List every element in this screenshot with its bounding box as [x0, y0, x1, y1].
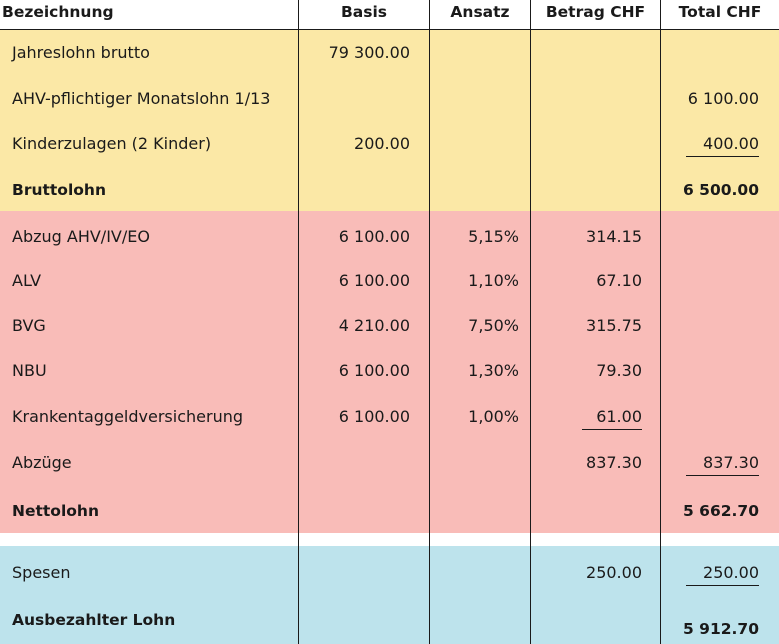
header-betrag: Betrag CHF [545, 3, 646, 21]
header-bezeichnung: Bezeichnung [2, 3, 114, 21]
row-betrag: 79.30 [596, 361, 642, 380]
row-basis: 6 100.00 [338, 271, 410, 290]
row-total: 400.00 [703, 134, 759, 153]
payout-section [0, 546, 779, 644]
row-basis: 6 100.00 [338, 227, 410, 246]
subtotal-underline [686, 585, 759, 586]
row-betrag: 250.00 [586, 563, 642, 582]
column-divider-ansatz [429, 0, 430, 644]
row-ansatz: 1,10% [468, 271, 519, 290]
section-gap [0, 533, 779, 546]
row-total: 250.00 [703, 563, 759, 582]
row-ansatz: 5,15% [468, 227, 519, 246]
row-basis: 4 210.00 [338, 316, 410, 335]
row-ansatz: 1,00% [468, 407, 519, 426]
header-ansatz: Ansatz [450, 3, 510, 21]
row-total: 837.30 [703, 453, 759, 472]
row-label: Spesen [12, 563, 71, 582]
row-label: Jahreslohn brutto [12, 43, 150, 62]
row-label: Krankentaggeldversicherung [12, 407, 243, 426]
row-betrag: 61.00 [596, 407, 642, 426]
row-total-bold: 6 500.00 [683, 181, 759, 199]
row-ansatz: 7,50% [468, 316, 519, 335]
column-divider-total [660, 0, 661, 644]
row-label: NBU [12, 361, 47, 380]
row-basis: 6 100.00 [338, 361, 410, 380]
gross-salary-section [0, 30, 779, 211]
row-basis: 79 300.00 [328, 43, 410, 62]
column-divider-betrag [530, 0, 531, 644]
row-betrag: 67.10 [596, 271, 642, 290]
row-label: AHV-pflichtiger Monatslohn 1/13 [12, 89, 271, 108]
row-label: ALV [12, 271, 42, 290]
subtotal-underline [582, 429, 642, 430]
header-divider [0, 29, 779, 30]
subtotal-underline [686, 156, 759, 157]
subtotal-underline [686, 475, 759, 476]
row-total-bold: 5 912.70 [683, 620, 759, 638]
row-label: Abzüge [12, 453, 72, 472]
row-betrag: 315.75 [586, 316, 642, 335]
row-label: Abzug AHV/IV/EO [12, 227, 150, 246]
row-ansatz: 1,30% [468, 361, 519, 380]
column-divider-basis [298, 0, 299, 644]
header-total: Total CHF [678, 3, 762, 21]
row-basis: 6 100.00 [338, 407, 410, 426]
header-basis: Basis [340, 3, 388, 21]
deductions-section [0, 211, 779, 533]
row-label-bold: Bruttolohn [12, 181, 106, 199]
row-betrag: 314.15 [586, 227, 642, 246]
row-label: Kinderzulagen (2 Kinder) [12, 134, 212, 153]
row-label-bold: Ausbezahlter Lohn [12, 611, 176, 629]
row-basis: 200.00 [354, 134, 410, 153]
row-betrag: 837.30 [586, 453, 642, 472]
row-total-bold: 5 662.70 [683, 502, 759, 520]
row-label-bold: Nettolohn [12, 502, 99, 520]
row-total: 6 100.00 [687, 89, 759, 108]
row-label: BVG [12, 316, 46, 335]
